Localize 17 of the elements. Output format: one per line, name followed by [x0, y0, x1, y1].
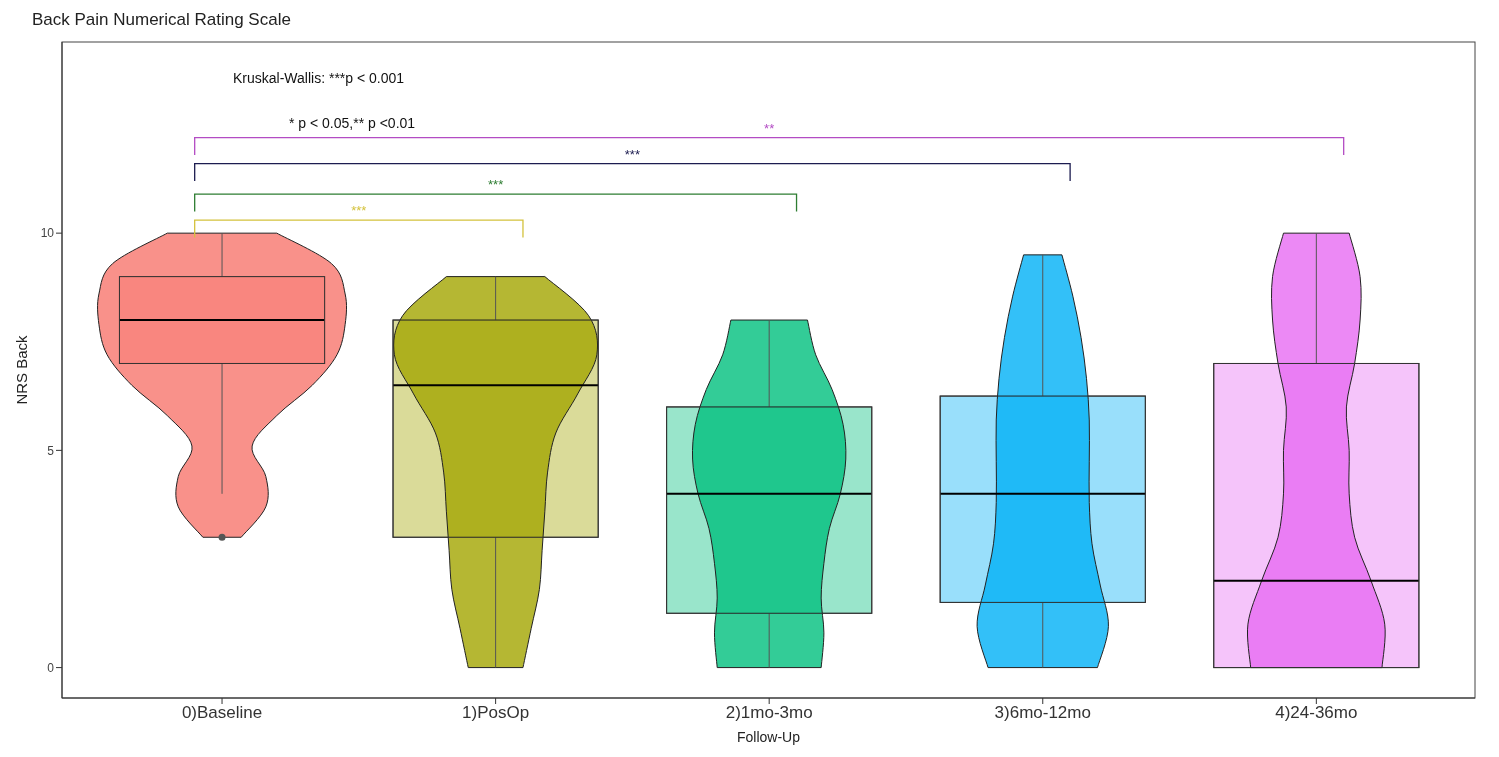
chart-title: Back Pain Numerical Rating Scale — [32, 10, 291, 30]
annotation: * p < 0.05,** p <0.01 — [289, 115, 416, 131]
y-axis-title: NRS Back — [13, 334, 31, 405]
annotation: ** — [764, 120, 775, 136]
annotation: Kruskal-Wallis: ***p < 0.001 — [233, 70, 405, 86]
x-tick-label: 2)1mo-3mo — [725, 703, 813, 723]
x-tick-label: 0)Baseline — [181, 703, 263, 723]
x-tick-label: 4)24-36mo — [1275, 703, 1358, 723]
x-tick-label: 1)PosOp — [462, 703, 530, 723]
annotation: *** — [488, 177, 504, 193]
x-axis-title: Follow-Up — [736, 729, 801, 745]
annotation: *** — [351, 203, 367, 219]
annotation: *** — [624, 146, 640, 162]
y-tick-label: 0 — [47, 660, 55, 675]
x-tick-label: 3)6mo-12mo — [994, 703, 1091, 723]
y-tick-label: 5 — [47, 443, 55, 458]
y-tick-label: 10 — [40, 226, 55, 241]
